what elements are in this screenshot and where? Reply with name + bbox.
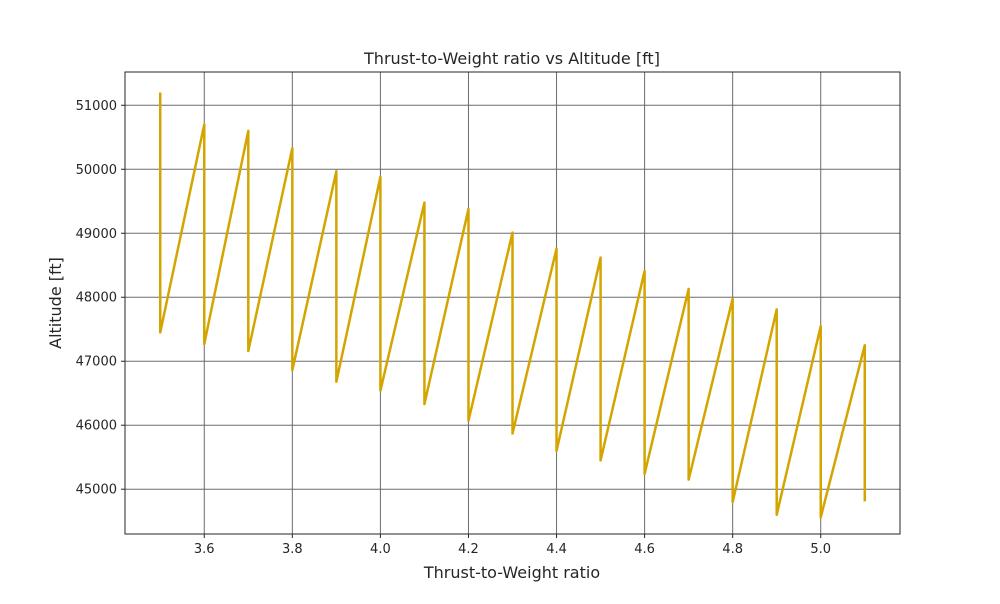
chart-title: Thrust-to-Weight ratio vs Altitude [ft] bbox=[363, 49, 660, 68]
x-tick-label: 3.6 bbox=[194, 542, 215, 557]
series-line bbox=[158, 92, 867, 519]
y-tick-label: 45000 bbox=[76, 483, 117, 498]
x-axis-label: Thrust-to-Weight ratio bbox=[423, 563, 600, 582]
x-tick-label: 4.4 bbox=[546, 542, 567, 557]
x-tick-label: 3.8 bbox=[282, 542, 303, 557]
x-tick-label: 4.8 bbox=[722, 542, 743, 557]
series-group bbox=[158, 92, 867, 519]
x-axis-ticks: 3.6 3.8 4.0 4.2 4.4 4.6 4.8 5.0 bbox=[194, 534, 831, 557]
y-tick-label: 50000 bbox=[76, 163, 117, 178]
y-tick-label: 51000 bbox=[76, 99, 117, 114]
y-axis-label: Altitude [ft] bbox=[46, 257, 65, 349]
x-tick-label: 4.6 bbox=[634, 542, 655, 557]
y-tick-label: 49000 bbox=[76, 227, 117, 242]
y-axis-ticks: 45000 46000 47000 48000 49000 50000 51000 bbox=[76, 99, 125, 498]
y-tick-label: 48000 bbox=[76, 291, 117, 306]
y-tick-label: 47000 bbox=[76, 355, 117, 370]
plot-frame bbox=[124, 71, 901, 535]
x-tick-label: 4.2 bbox=[458, 542, 479, 557]
x-tick-label: 5.0 bbox=[810, 542, 831, 557]
x-tick-label: 4.0 bbox=[370, 542, 391, 557]
y-tick-label: 46000 bbox=[76, 419, 117, 434]
